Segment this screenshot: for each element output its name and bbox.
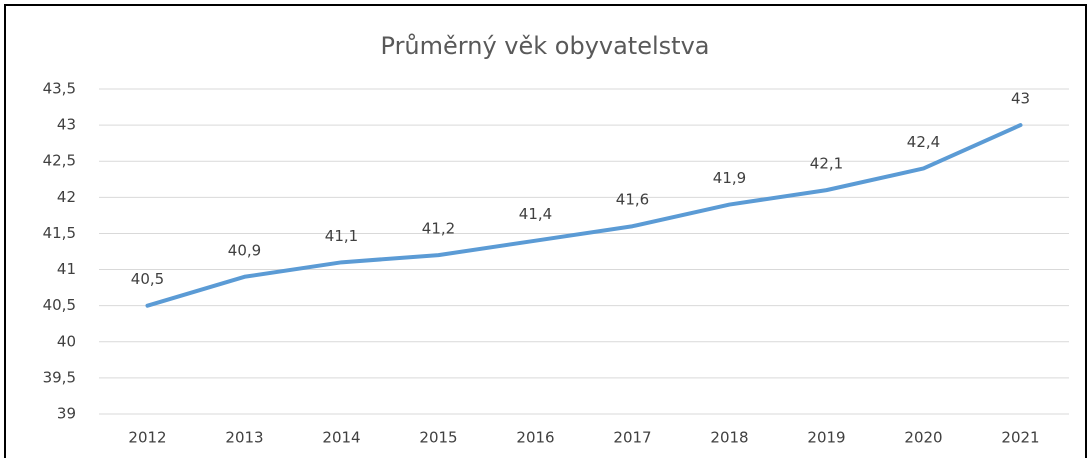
chart-border (4, 4, 1087, 458)
chart-title: Průměrný věk obyvatelstva (381, 32, 710, 60)
y-tick-label: 42,5 (43, 152, 76, 170)
y-tick-label: 42 (57, 188, 76, 206)
y-tick-label: 41 (57, 260, 76, 278)
data-label: 40,5 (131, 270, 164, 288)
y-tick-label: 43,5 (43, 80, 76, 98)
x-tick-label: 2020 (904, 429, 942, 447)
x-tick-label: 2015 (419, 429, 457, 447)
x-tick-label: 2016 (516, 429, 554, 447)
x-tick-label: 2017 (613, 429, 651, 447)
y-tick-label: 41,5 (43, 224, 76, 242)
data-label: 43 (1011, 90, 1030, 108)
data-label: 41,2 (422, 220, 455, 238)
data-label: 41,4 (519, 205, 552, 223)
data-line (145, 123, 1023, 308)
data-label: 41,6 (616, 191, 649, 209)
y-tick-label: 39,5 (43, 368, 76, 386)
x-tick-label: 2013 (225, 429, 263, 447)
data-label: 41,9 (713, 169, 746, 187)
x-tick-label: 2021 (1001, 429, 1039, 447)
data-label: 42,4 (907, 133, 940, 151)
x-tick-label: 2019 (807, 429, 845, 447)
data-label: 41,1 (325, 227, 358, 245)
x-tick-label: 2018 (710, 429, 748, 447)
y-tick-label: 40,5 (43, 296, 76, 314)
data-label: 42,1 (810, 155, 843, 173)
y-tick-label: 40 (57, 332, 76, 350)
data-label: 40,9 (228, 241, 261, 259)
x-tick-label: 2014 (322, 429, 360, 447)
y-tick-label: 43 (57, 116, 76, 134)
x-tick-label: 2012 (128, 429, 166, 447)
y-tick-label: 39 (57, 405, 76, 423)
